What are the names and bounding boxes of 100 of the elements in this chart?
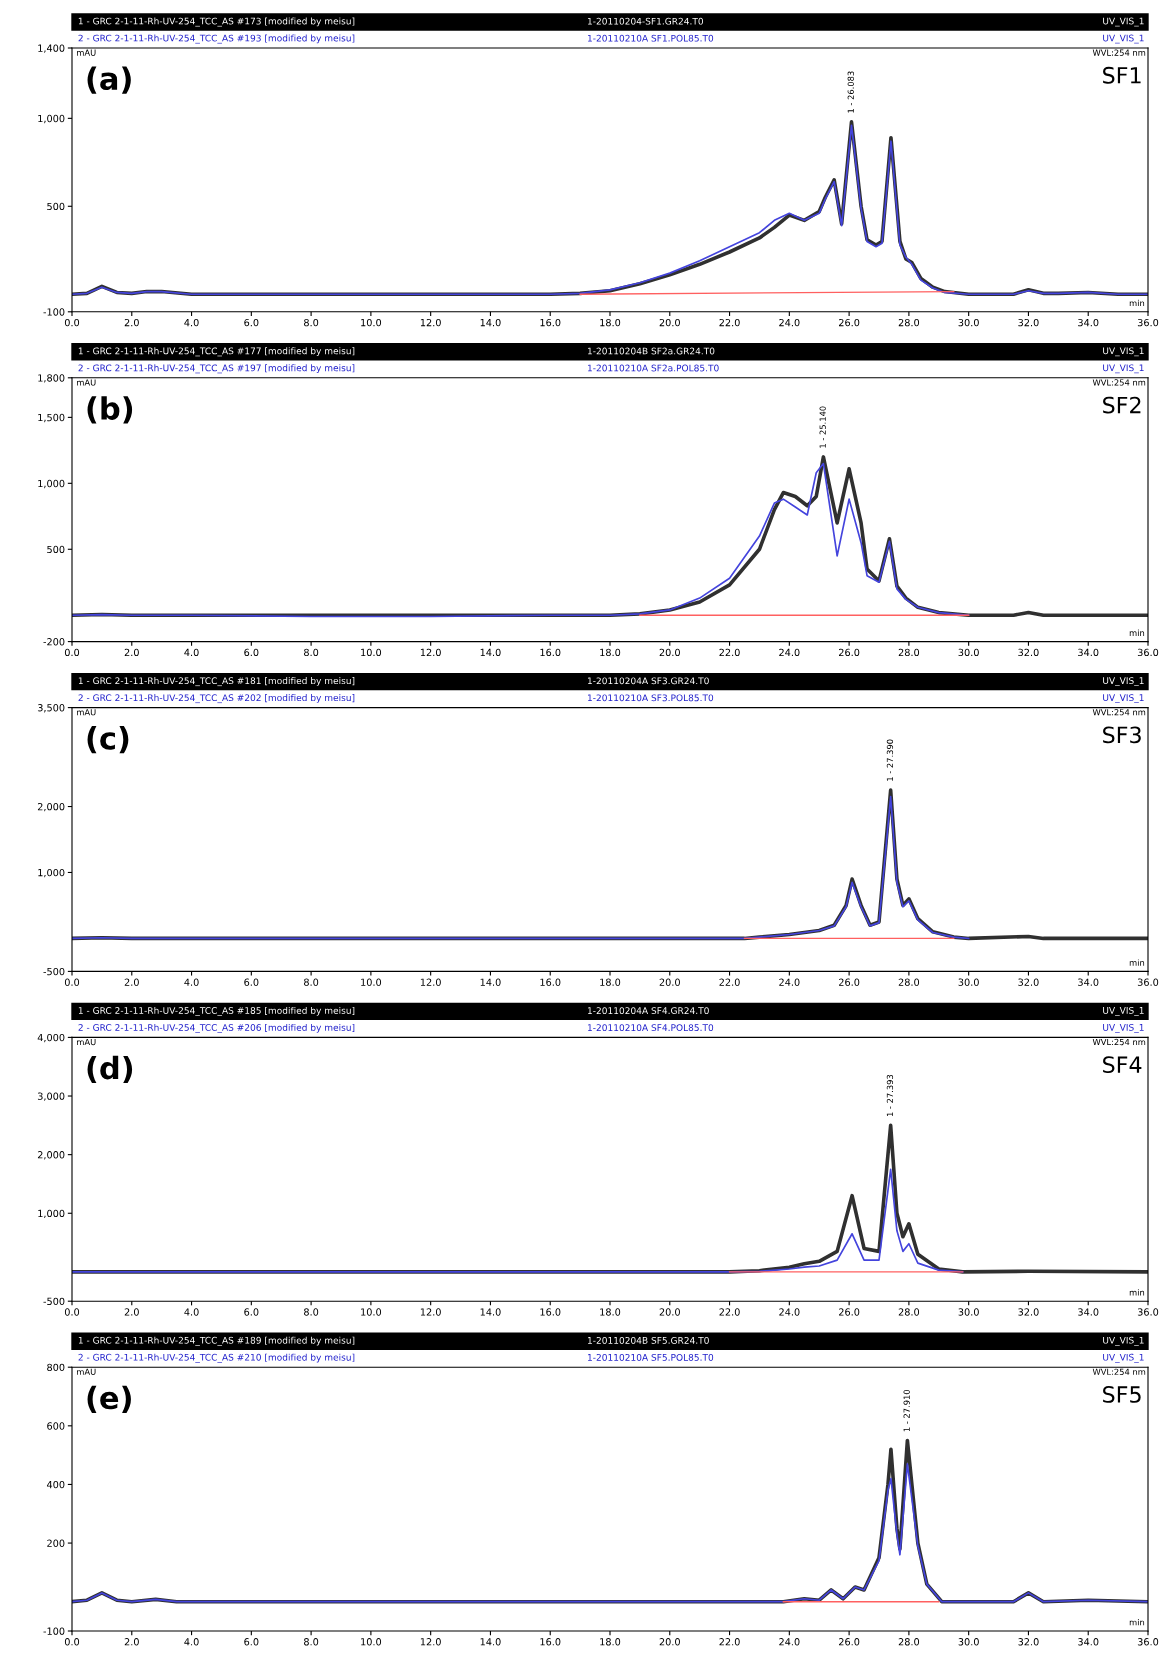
- x-tick-label: 4.0: [184, 1638, 199, 1646]
- x-tick-label: 6.0: [244, 648, 259, 657]
- y-axis-title: mAU: [77, 49, 96, 56]
- x-tick-label: 36.0: [1137, 648, 1159, 657]
- x-tick-label: 12.0: [420, 978, 441, 986]
- text: 2 - GRC 2-1-11-Rh-UV-254_TCC_AS #197 [modified by meisu]: [78, 364, 355, 374]
- annotation: SF3: [1103, 726, 1141, 744]
- text: (d): [87, 1055, 133, 1084]
- x-tick-label: 4.0: [184, 1308, 199, 1316]
- y-tick-label: 400: [46, 1480, 65, 1489]
- x-tick-label: 18.0: [600, 978, 621, 986]
- x-tick-label: 22.0: [719, 978, 740, 986]
- text: UV_VIS_1: [1103, 694, 1144, 704]
- y-tick-label: 2,000: [37, 1151, 65, 1160]
- x-tick-label: 20.0: [659, 1638, 680, 1646]
- annotation: 1 - 26.083: [847, 71, 854, 113]
- x-tick-label: 8.0: [304, 1638, 319, 1646]
- x-tick-label: 20.0: [659, 318, 680, 327]
- x-tick-label: 32.0: [1018, 978, 1039, 986]
- x-tick-label: 34.0: [1078, 1308, 1099, 1316]
- x-tick-label: 24.0: [779, 648, 800, 657]
- text: 2 - GRC 2-1-11-Rh-UV-254_TCC_AS #202 [modified by meisu]: [78, 694, 355, 704]
- x-tick-label: 16.0: [540, 1308, 561, 1316]
- x-tick-label: 14.0: [480, 978, 501, 986]
- y-tick-label: 1,000: [38, 114, 65, 124]
- x-tick-label: 32.0: [1018, 1638, 1039, 1646]
- text: UV_VIS_1: [1103, 34, 1144, 44]
- x-tick-label: 6.0: [244, 318, 259, 327]
- text: 2 - GRC 2-1-11-Rh-UV-254_TCC_AS #193 [modified by meisu]: [78, 34, 355, 44]
- x-tick-label: 18.0: [600, 318, 621, 327]
- annotation: SF2: [1103, 396, 1141, 414]
- y-tick-label: 1,000: [38, 1209, 65, 1219]
- x-tick-label: 6.0: [244, 1308, 259, 1316]
- annotation: SF4: [1103, 1056, 1142, 1074]
- x-tick-label: 18.0: [600, 1308, 621, 1316]
- text: 1-20110210A SF1.POL85.T0: [587, 34, 714, 42]
- x-tick-label: 10.0: [361, 318, 382, 327]
- text: 1 - GRC 2-1-11-Rh-UV-254_TCC_AS #173 [modified by meisu]: [78, 17, 355, 27]
- x-tick-label: 14.0: [480, 648, 501, 657]
- x-tick-label: 28.0: [898, 1638, 920, 1646]
- x-tick-label: 24.0: [779, 1308, 800, 1316]
- y-tick-label: 1,500: [38, 413, 65, 423]
- text: (a): [87, 66, 131, 94]
- x-tick-label: 8.0: [304, 978, 319, 986]
- annotation: 1 - 27.390: [886, 739, 894, 781]
- x-tick-label: 28.0: [898, 1308, 920, 1316]
- y-tick-label: 2,000: [37, 803, 65, 812]
- x-tick-label: 22.0: [719, 318, 740, 327]
- x-tick-label: 4.0: [184, 648, 199, 657]
- x-tick-label: 10.0: [361, 1638, 382, 1646]
- y-axis-title: mAU: [77, 379, 96, 386]
- text: 1 - GRC 2-1-11-Rh-UV-254_TCC_AS #185 [modified by meisu]: [78, 1006, 355, 1016]
- annotation: WVL:254 nm: [1092, 379, 1146, 386]
- x-tick-label: 6.0: [244, 1638, 259, 1646]
- text: UV_VIS_1: [1103, 347, 1144, 357]
- x-tick-label: 12.0: [420, 318, 441, 327]
- x-tick-label: 22.0: [719, 648, 740, 657]
- text: UV_VIS_1: [1103, 17, 1144, 27]
- text: 1-20110204A SF4.GR24.T0: [587, 1007, 709, 1015]
- x-tick-label: 32.0: [1018, 1308, 1039, 1316]
- y-tick-label: 500: [47, 202, 65, 211]
- y-tick-label: 3,000: [37, 1092, 65, 1101]
- y-tick-label: 600: [47, 1422, 65, 1430]
- x-tick-label: 10.0: [361, 648, 382, 657]
- x-tick-label: 24.0: [779, 978, 800, 986]
- x-tick-label: 8.0: [304, 648, 319, 657]
- x-tick-label: 32.0: [1018, 318, 1039, 327]
- x-tick-label: 4.0: [184, 978, 199, 986]
- x-tick-label: 12.0: [420, 1308, 441, 1316]
- x-tick-label: 16.0: [540, 978, 561, 986]
- x-tick-label: 6.0: [244, 978, 259, 986]
- text: 1 - GRC 2-1-11-Rh-UV-254_TCC_AS #181 [modified by meisu]: [78, 677, 355, 687]
- text: UV_VIS_1: [1103, 677, 1144, 687]
- x-tick-label: 28.0: [898, 978, 920, 986]
- x-tick-label: 32.0: [1018, 648, 1039, 657]
- x-tick-label: 34.0: [1078, 318, 1099, 327]
- x-tick-label: 36.0: [1137, 318, 1159, 327]
- x-tick-label: 2.0: [124, 318, 139, 327]
- x-tick-label: 16.0: [540, 318, 561, 327]
- text: (b): [87, 396, 133, 424]
- text: (e): [87, 1385, 131, 1413]
- x-tick-label: 20.0: [659, 978, 680, 986]
- x-tick-label: 16.0: [540, 648, 561, 657]
- annotation: WVL:254 nm: [1092, 709, 1146, 716]
- x-tick-label: 2.0: [124, 648, 139, 657]
- y-tick-label: 3,500: [37, 704, 65, 713]
- x-tick-label: 30.0: [958, 1308, 979, 1316]
- annotation: WVL:254 nm: [1092, 1038, 1146, 1046]
- x-tick-label: 26.0: [839, 318, 860, 327]
- x-tick-label: 28.0: [898, 318, 920, 327]
- x-tick-label: 26.0: [839, 648, 860, 657]
- x-axis-title: min: [1129, 959, 1145, 966]
- x-tick-label: 22.0: [719, 1638, 740, 1646]
- x-tick-label: 0.0: [64, 1638, 80, 1646]
- text: 1-20110204B SF2a.GR24.T0: [587, 347, 715, 355]
- annotation: 1 - 25.140: [819, 406, 826, 448]
- x-tick-label: 8.0: [304, 318, 319, 327]
- y-tick-label: 500: [47, 545, 65, 554]
- text: UV_VIS_1: [1103, 1353, 1144, 1363]
- y-axis-title: mAU: [77, 1038, 96, 1046]
